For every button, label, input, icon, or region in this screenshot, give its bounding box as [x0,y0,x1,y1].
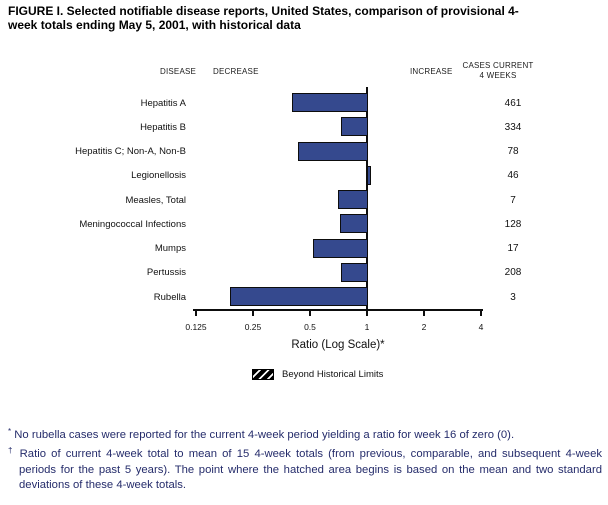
cases-value-hepatitis-b: 334 [504,121,522,133]
disease-label-hepatitis-a: Hepatitis A [140,97,186,109]
cases-value-legionellosis: 46 [507,170,519,182]
axis-tick-label-1: 1 [364,322,370,332]
x-axis-label: Ratio (Log Scale)* [291,339,385,351]
footnote-marker-asterisk: * [8,427,12,436]
footnote-ratio-text: Ratio of current 4-week total to mean of… [19,448,602,491]
disease-label-meningococcal-infections: Meningococcal Infections [79,218,186,230]
column-header-cases: CASES CURRENT 4 WEEKS [455,61,541,80]
disease-label-rubella: Rubella [153,291,186,303]
ratio-bar-measles-total [337,190,368,209]
column-header-cases-line2: 4 WEEKS [479,70,517,80]
column-header-cases-line1: CASES CURRENT [462,61,534,70]
axis-tick-label-2: 2 [421,322,427,332]
ratio-bar-hepatitis-c-non-a-non-b [297,141,368,161]
ratio-bar-legionellosis [366,165,372,185]
column-header-decrease: DECREASE [213,67,259,76]
column-header-increase: INCREASE [410,67,453,76]
disease-label-measles-total: Measles, Total [125,194,186,206]
footnote-rubella: * No rubella cases were reported for the… [8,424,602,443]
hatched-swatch-icon [252,369,274,380]
legend-label: Beyond Historical Limits [282,369,384,380]
cases-value-hepatitis-c-non-a-non-b: 78 [507,146,519,157]
x-axis-line [193,309,483,312]
axis-tick-0.125 [194,309,198,316]
column-header-disease: DISEASE [160,67,197,76]
disease-label-legionellosis: Legionellosis [131,170,186,182]
ratio-bar-hepatitis-b [341,117,368,137]
disease-label-pertussis: Pertussis [146,267,186,279]
cases-value-pertussis: 208 [504,267,522,279]
ratio-bar-hepatitis-a [291,93,368,112]
cases-value-mumps: 17 [507,243,519,254]
ratio-bar-rubella [230,287,368,306]
cases-value-measles-total: 7 [510,194,516,206]
cases-value-rubella: 3 [510,291,516,303]
axis-tick-label-0.125: 0.125 [185,322,207,332]
ratio-bar-pertussis [341,262,368,282]
axis-tick-0.5 [308,309,312,316]
axis-tick-0.25 [251,309,255,316]
axis-tick-1 [365,309,369,316]
axis-tick-label-4: 4 [478,322,484,332]
ratio-bar-mumps [313,238,368,258]
figure-title: FIGURE I. Selected notifiable disease re… [8,4,519,32]
cases-value-meningococcal-infections: 128 [504,218,522,230]
footnote-rubella-text: No rubella cases were reported for the c… [14,429,515,441]
disease-label-mumps: Mumps [154,243,186,254]
ratio-bar-meningococcal-infections [339,214,368,234]
axis-tick-2 [422,309,426,316]
disease-label-hepatitis-c-non-a-non-b: Hepatitis C; Non-A, Non-B [75,146,186,157]
axis-tick-4 [479,309,483,316]
footnote-marker-dagger: † [8,446,15,456]
axis-tick-label-0.25: 0.25 [244,322,262,332]
footnote-ratio: † Ratio of current 4-week total to mean … [8,443,602,493]
cases-value-hepatitis-a: 461 [504,97,522,109]
axis-tick-label-0.5: 0.5 [304,322,316,332]
footnotes: * No rubella cases were reported for the… [8,424,602,493]
disease-label-hepatitis-b: Hepatitis B [140,121,186,133]
